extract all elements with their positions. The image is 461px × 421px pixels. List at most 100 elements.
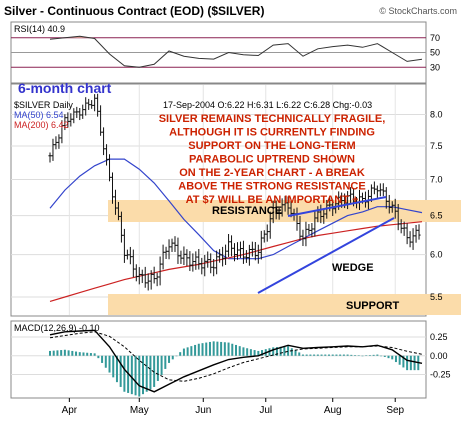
macd-tick-label: -0.25 bbox=[430, 370, 451, 380]
macd-histogram-bar bbox=[231, 343, 234, 356]
macd-histogram bbox=[49, 341, 420, 397]
x-tick-label: Aug bbox=[324, 405, 342, 416]
chart-title: Silver - Continuous Contract (EOD) ($SIL… bbox=[4, 4, 264, 18]
macd-histogram-bar bbox=[179, 352, 182, 356]
rsi-axis: 70 50 30 bbox=[430, 33, 440, 73]
macd-histogram-bar bbox=[134, 355, 137, 396]
macd-histogram-bar bbox=[287, 346, 290, 356]
macd-histogram-bar bbox=[223, 342, 226, 356]
macd-histogram-bar bbox=[261, 350, 264, 356]
macd-histogram-bar bbox=[194, 344, 197, 356]
macd-series bbox=[49, 329, 423, 393]
macd-histogram-bar bbox=[89, 353, 92, 356]
macd-histogram-bar bbox=[342, 354, 345, 356]
macd-tick-label: 0.00 bbox=[430, 351, 448, 361]
macd-histogram-bar bbox=[406, 355, 409, 371]
macd-histogram-bar bbox=[78, 352, 81, 356]
macd-histogram-bar bbox=[101, 355, 104, 363]
price-tick-label: 7.0 bbox=[430, 175, 443, 185]
rsi-tick-label: 30 bbox=[430, 62, 440, 72]
macd-histogram-bar bbox=[97, 355, 100, 359]
macd-histogram-bar bbox=[164, 355, 167, 369]
macd-histogram-bar bbox=[49, 350, 51, 356]
macd-histogram-bar bbox=[305, 354, 308, 356]
macd-histogram-bar bbox=[108, 355, 111, 373]
macd-histogram-bar bbox=[56, 350, 59, 356]
macd-histogram-bar bbox=[339, 354, 342, 356]
price-tick-label: 8.0 bbox=[430, 110, 443, 120]
macd-histogram-bar bbox=[119, 355, 122, 387]
macd-histogram-bar bbox=[235, 344, 237, 356]
macd-histogram-bar bbox=[220, 341, 223, 356]
macd-histogram-bar bbox=[346, 354, 349, 356]
wedge-upper-line bbox=[287, 196, 387, 217]
moving-averages bbox=[49, 158, 423, 302]
macd-histogram-bar bbox=[298, 352, 301, 356]
macd-histogram-bar bbox=[52, 350, 55, 356]
support-zone bbox=[108, 294, 461, 315]
macd-histogram-bar bbox=[275, 347, 278, 356]
macd-histogram-bar bbox=[257, 350, 260, 356]
macd-histogram-bar bbox=[175, 355, 178, 357]
macd-histogram-bar bbox=[272, 347, 275, 356]
macd-panel bbox=[10, 320, 427, 399]
copyright-label: © StockCharts.com bbox=[379, 6, 457, 16]
resistance-zone bbox=[108, 200, 461, 222]
macd-tick-label: 0.25 bbox=[430, 332, 448, 342]
x-tick-label: Jun bbox=[195, 405, 211, 416]
macd-label: MACD(12,26,9) -0.10 bbox=[14, 323, 100, 333]
macd-histogram-bar bbox=[115, 355, 118, 383]
macd-histogram-bar bbox=[372, 354, 375, 356]
ma50-line bbox=[49, 158, 423, 260]
macd-histogram-bar bbox=[249, 349, 252, 356]
macd-histogram-bar bbox=[391, 355, 394, 360]
wedge-lower-line bbox=[257, 217, 395, 294]
macd-histogram-bar bbox=[186, 347, 189, 356]
macd-histogram-bar bbox=[387, 355, 390, 359]
macd-histogram-bar bbox=[149, 355, 152, 390]
macd-histogram-bar bbox=[320, 354, 323, 356]
macd-histogram-bar bbox=[365, 355, 368, 356]
macd-axis: 0.25 0.00 -0.25 bbox=[430, 332, 451, 380]
macd-histogram-bar bbox=[354, 355, 357, 356]
macd-histogram-bar bbox=[294, 350, 297, 356]
macd-histogram-bar bbox=[227, 342, 230, 356]
ma50-label: MA(50) 6.54 bbox=[14, 110, 64, 120]
ohlc-readout: 17-Sep-2004 O:6.22 H:6.31 L:6.22 C:6.28 … bbox=[163, 100, 372, 110]
resistance-label: RESISTANCE bbox=[212, 205, 282, 217]
support-label: SUPPORT bbox=[346, 300, 399, 312]
macd-histogram-bar bbox=[402, 355, 405, 368]
macd-histogram-bar bbox=[328, 354, 330, 356]
macd-histogram-bar bbox=[112, 355, 115, 378]
commentary-text: SILVER REMAINS TECHNICALLY FRAGILE, ALTHO… bbox=[159, 113, 386, 206]
macd-histogram-bar bbox=[357, 355, 360, 356]
rsi-tick-label: 50 bbox=[430, 48, 440, 58]
macd-histogram-bar bbox=[138, 355, 141, 397]
x-tick-label: May bbox=[130, 405, 149, 416]
rsi-line bbox=[49, 35, 423, 68]
x-tick-label: Jul bbox=[259, 405, 272, 416]
macd-histogram-bar bbox=[71, 350, 74, 356]
macd-histogram-bar bbox=[398, 355, 401, 365]
macd-histogram-bar bbox=[409, 355, 412, 371]
macd-histogram-bar bbox=[123, 355, 126, 392]
macd-histogram-bar bbox=[216, 341, 219, 356]
macd-histogram-bar bbox=[246, 348, 249, 356]
macd-histogram-bar bbox=[331, 354, 334, 356]
commentary-line: ABOVE THE STRONG RESISTANCE bbox=[178, 181, 365, 193]
macd-histogram-bar bbox=[205, 342, 208, 356]
macd-histogram-bar bbox=[67, 350, 70, 356]
macd-histogram-bar bbox=[156, 355, 159, 381]
macd-histogram-bar bbox=[201, 343, 204, 356]
x-axis: Apr May Jun Jul Aug Sep bbox=[62, 398, 405, 416]
macd-histogram-bar bbox=[376, 354, 379, 356]
x-tick-label: Sep bbox=[386, 405, 404, 416]
macd-histogram-bar bbox=[171, 355, 174, 360]
macd-histogram-bar bbox=[197, 343, 200, 356]
price-bars bbox=[48, 93, 421, 291]
macd-histogram-bar bbox=[309, 354, 312, 356]
macd-histogram-bar bbox=[93, 353, 96, 356]
commentary-line: ALTHOUGH IT IS CURRENTLY FINDING bbox=[169, 127, 375, 139]
symbol-label: $SILVER Daily bbox=[14, 100, 73, 110]
